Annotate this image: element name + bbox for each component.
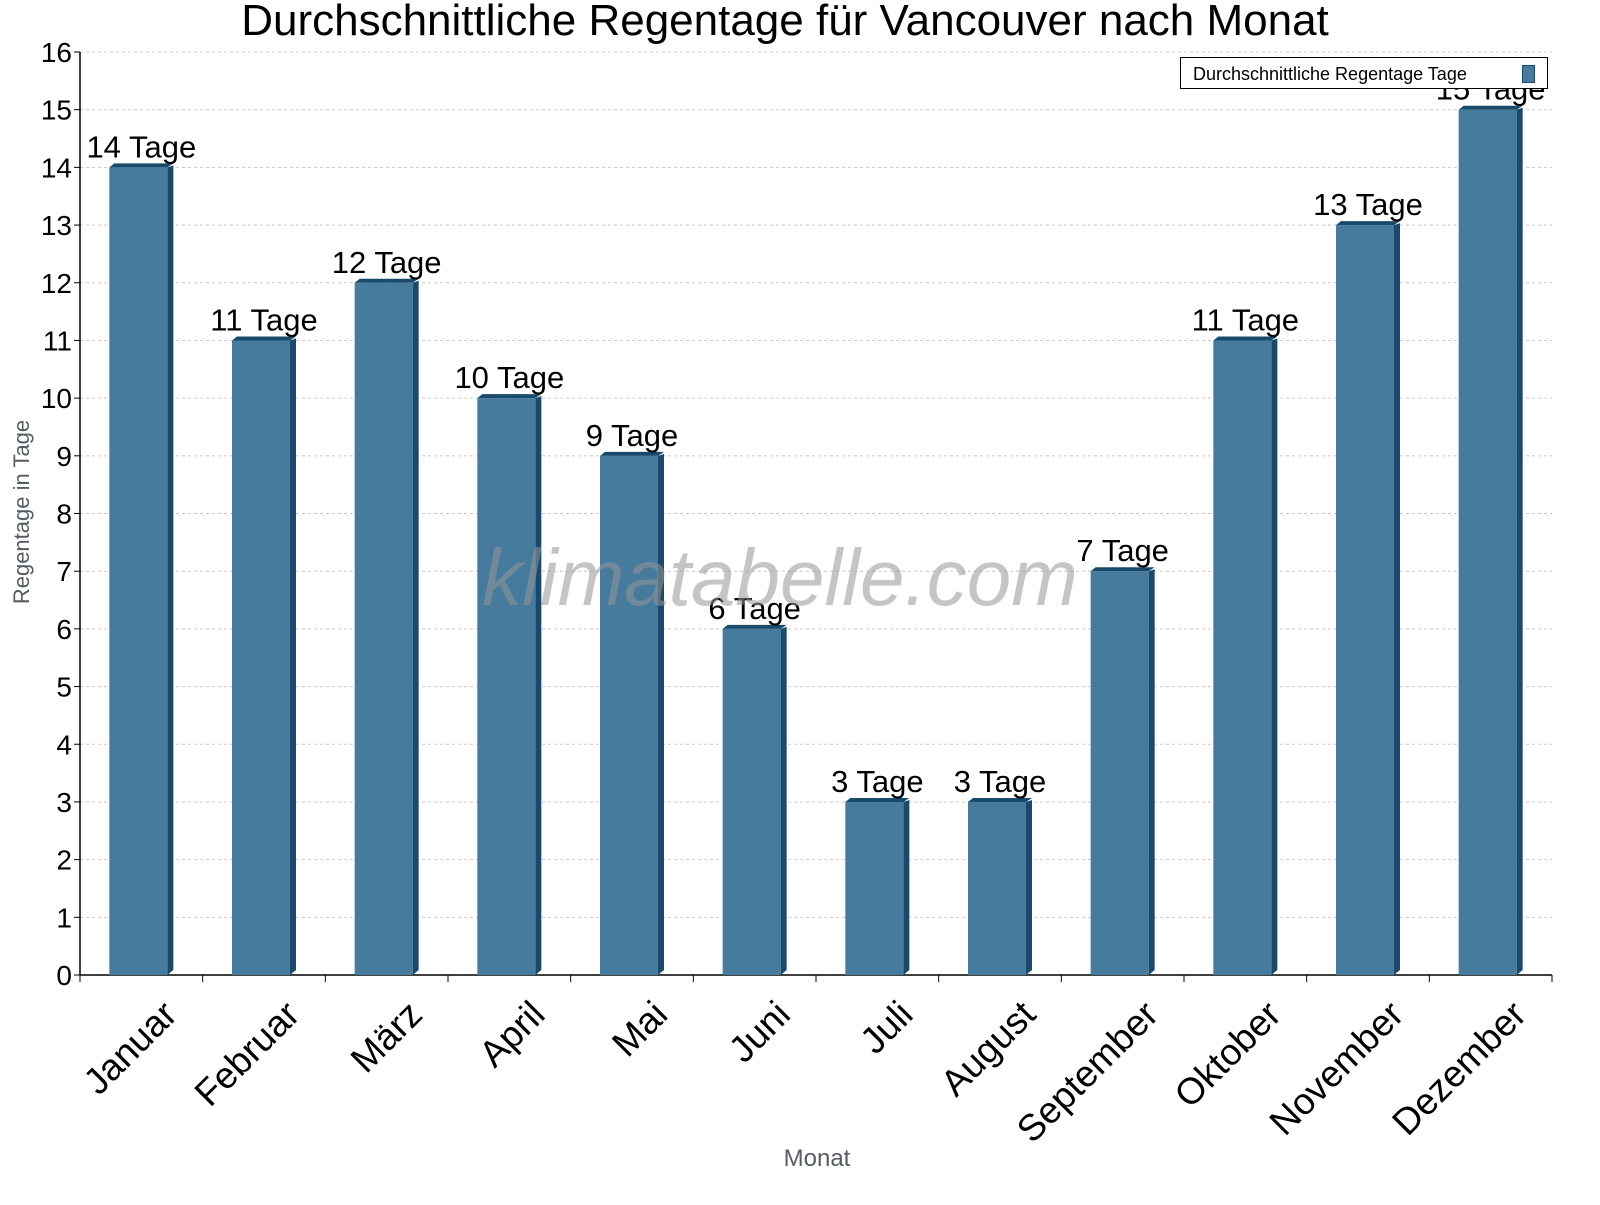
y-tick-label: 12 — [41, 268, 72, 299]
bar-top — [1213, 336, 1278, 341]
bar-top — [477, 394, 542, 399]
x-tick-label: Februar — [187, 993, 308, 1114]
bar — [477, 398, 536, 975]
y-tick-label: 8 — [56, 499, 72, 530]
bar-top — [1458, 105, 1523, 110]
bar — [232, 340, 290, 975]
bar — [1336, 225, 1394, 975]
y-axis-label: Regentage in Tage — [9, 419, 34, 605]
bar-top — [1090, 567, 1155, 572]
bar-side — [1271, 338, 1278, 975]
bar — [354, 282, 413, 975]
bar-side — [1516, 107, 1523, 975]
x-tick-label: Januar — [76, 993, 185, 1102]
y-tick-label: 2 — [56, 845, 72, 876]
legend-label: Durchschnittliche Regentage Tage — [1193, 64, 1467, 84]
y-tick-label: 4 — [56, 729, 72, 760]
bar — [1213, 340, 1272, 975]
bar-value-label: 11 Tage — [1192, 302, 1299, 337]
bar-top — [1336, 221, 1400, 226]
chart-title: Durchschnittliche Regentage für Vancouve… — [241, 0, 1329, 45]
x-tick-label: Mai — [604, 993, 675, 1064]
bar — [968, 801, 1026, 975]
bar-top — [109, 163, 174, 168]
bar-side — [535, 396, 542, 975]
bar-side — [1394, 223, 1400, 975]
bar-side — [658, 453, 664, 975]
bar — [109, 167, 168, 975]
y-tick-label: 6 — [56, 614, 72, 645]
x-tick-label: März — [343, 993, 430, 1080]
bar — [722, 628, 781, 975]
x-tick-label: Dezember — [1384, 993, 1534, 1143]
y-tick-label: 5 — [56, 672, 72, 703]
bar — [1090, 571, 1149, 975]
bar-side — [290, 338, 296, 975]
legend: Durchschnittliche Regentage Tage — [1180, 57, 1548, 89]
bar — [600, 455, 658, 975]
y-tick-label: 16 — [41, 37, 72, 68]
x-axis-label: Monat — [783, 1145, 851, 1172]
bar-value-label: 13 Tage — [1313, 187, 1423, 222]
bar-side — [903, 799, 910, 975]
bar-value-label: 10 Tage — [454, 360, 564, 395]
x-tick-label: Juli — [852, 993, 920, 1061]
bar — [845, 801, 904, 975]
x-tick-label: April — [471, 993, 552, 1074]
y-tick-label: 14 — [41, 152, 72, 183]
bar-value-label: 12 Tage — [332, 245, 442, 280]
x-tick-label: August — [933, 993, 1044, 1104]
y-tick-label: 9 — [56, 441, 72, 472]
y-tick-label: 15 — [41, 95, 72, 126]
bar-side — [167, 165, 174, 975]
bar-side — [412, 280, 419, 975]
bar-top — [354, 278, 419, 283]
bar-top — [600, 451, 664, 456]
y-tick-label: 3 — [56, 787, 72, 818]
bar-value-label: 11 Tage — [210, 302, 317, 337]
bar-value-label: 9 Tage — [586, 418, 679, 453]
y-tick-label: 0 — [56, 960, 72, 991]
legend-swatch — [1522, 65, 1535, 83]
y-tick-label: 11 — [43, 325, 72, 356]
y-tick-label: 10 — [41, 383, 72, 414]
bar-value-label: 7 Tage — [1076, 533, 1169, 568]
y-tick-label: 13 — [41, 210, 72, 241]
y-tick-label: 7 — [56, 556, 72, 587]
bar-side — [780, 626, 787, 975]
bar-value-label: 14 Tage — [86, 129, 196, 164]
bar-top — [968, 797, 1032, 802]
bar-side — [1026, 799, 1032, 975]
x-tick-label: Juni — [721, 993, 798, 1070]
y-tick-label: 1 — [56, 902, 72, 933]
bar-side — [1148, 569, 1155, 975]
bar-value-label: 3 Tage — [954, 764, 1047, 799]
bar-value-label: 6 Tage — [708, 591, 801, 626]
bar-top — [722, 624, 787, 629]
bar-value-label: 3 Tage — [831, 764, 924, 799]
bar-top — [845, 797, 910, 802]
x-tick-label: Oktober — [1167, 993, 1289, 1115]
bar-top — [232, 336, 296, 341]
bar — [1458, 109, 1517, 975]
x-tick-label: November — [1262, 993, 1412, 1143]
